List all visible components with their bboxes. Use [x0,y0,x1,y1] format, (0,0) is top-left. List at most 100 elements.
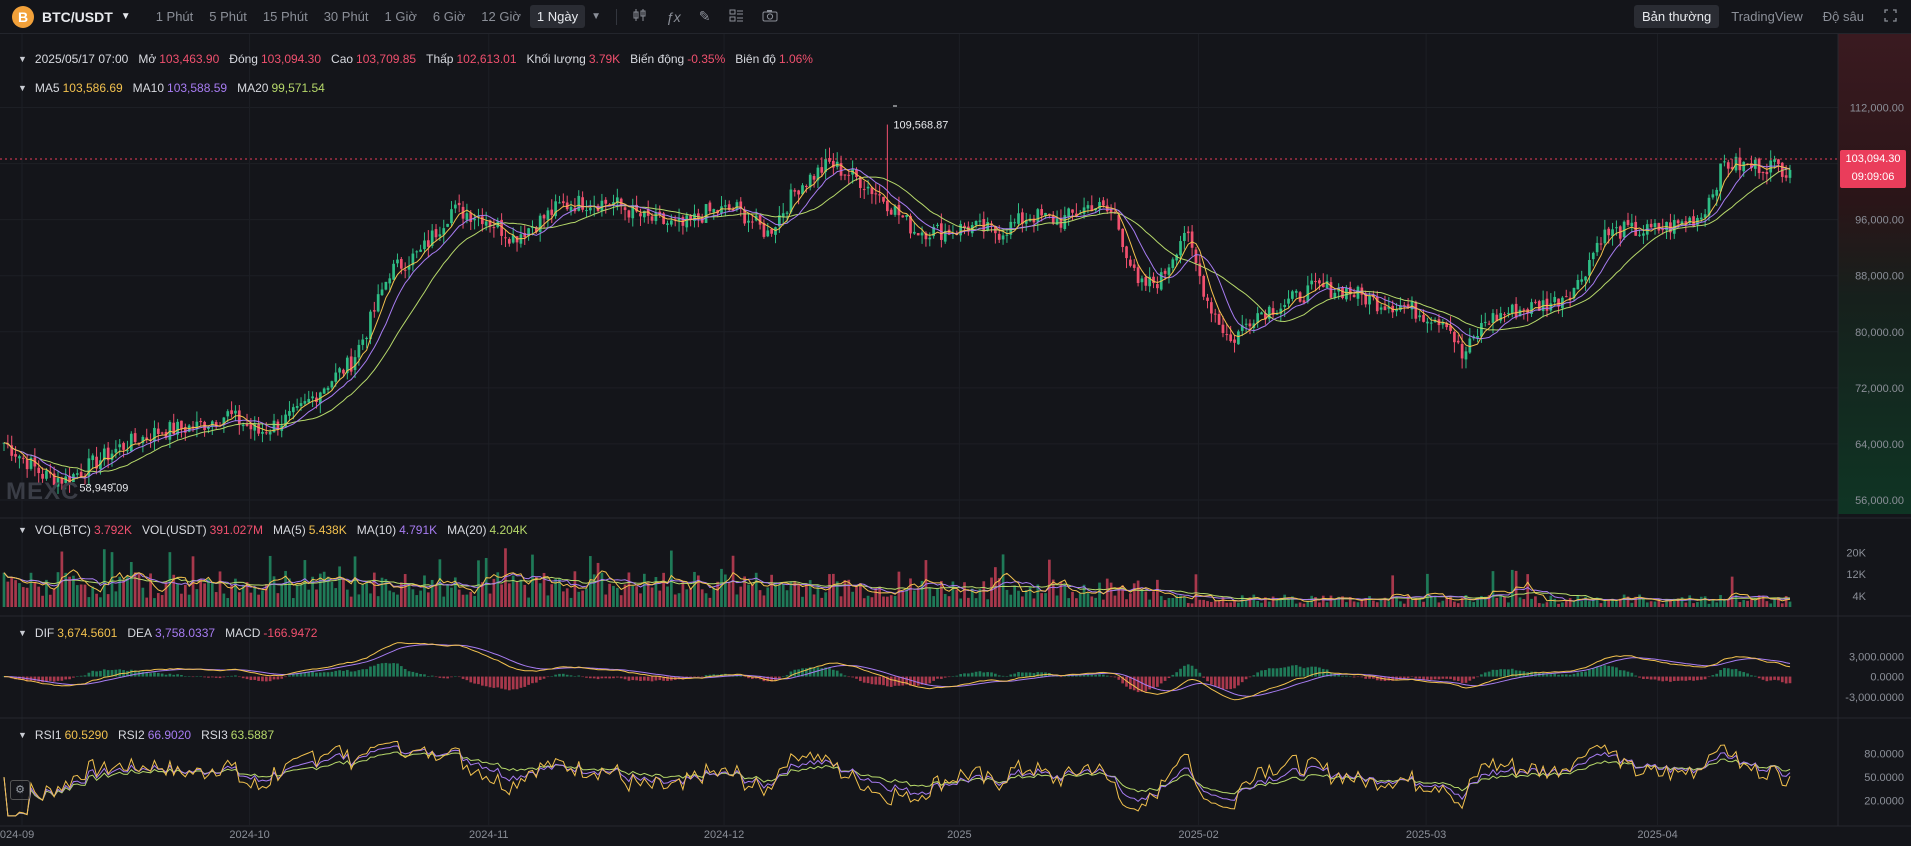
macd-bar [1198,672,1202,677]
candle-body [446,223,449,227]
settings-icon[interactable]: ⚙ [10,780,30,800]
volume-bar [1383,597,1387,607]
collapse-chevron-icon[interactable]: ▼ [18,525,27,535]
macd-bar [592,676,596,679]
draw-icon[interactable]: ✎ [698,8,711,24]
macd-bar [1557,674,1560,677]
symbol-dropdown-icon[interactable]: ▼ [120,11,131,22]
macd-bar [1753,675,1757,677]
candle-body [199,420,203,423]
volume-bar [1329,595,1333,607]
volume-bar [126,576,129,607]
candle-body [1495,314,1499,322]
volume-bar [889,595,893,607]
volume-bar [816,585,820,607]
volume-bar [1132,583,1136,607]
candle-body [758,215,762,225]
candle-body [330,381,334,388]
candle-body [801,185,804,195]
candle-body [1456,340,1460,343]
macd-bar [1576,672,1580,677]
macd-bar [959,674,962,677]
macd-bar [1225,676,1229,690]
candle-body [1730,167,1734,170]
volume-bar [172,574,176,607]
candle-body [1788,169,1792,178]
macd-bar [496,676,500,688]
candle-body [1210,302,1213,314]
macd-bar [1171,674,1175,677]
symbol-name[interactable]: BTC/USDT [42,8,113,25]
volume-bar [1024,589,1028,607]
candle-type-icon[interactable] [632,8,648,25]
candle-body [913,231,916,234]
camera-icon[interactable] [762,9,778,25]
view-standard[interactable]: Bản thường [1633,5,1720,28]
volume-bar [681,580,685,607]
interval-dropdown-icon[interactable]: ▼ [591,11,601,22]
candle-body [538,215,542,232]
volume-bar [2,572,6,607]
volume-bar [1059,581,1063,607]
macd-bar [1476,676,1479,678]
macd-bar [64,676,68,680]
volume-bar [1021,596,1024,607]
date-tick-label: 2025-04 [1637,829,1677,841]
interval-1d[interactable]: 1 Ngày [529,5,586,28]
macd-bar [1634,675,1638,677]
volume-bar [469,591,473,607]
candle-body [457,202,461,206]
volume-bar [1507,602,1510,607]
macd-bar [1148,676,1152,690]
collapse-chevron-icon[interactable]: ▼ [18,83,27,93]
volume-bar [1210,601,1213,607]
fullscreen-icon[interactable] [1876,5,1905,29]
candle-body [288,411,291,416]
interval-15min[interactable]: 15 Phút [262,9,308,24]
indicator-icon[interactable]: ƒx [666,8,681,25]
interval-12h[interactable]: 12 Giờ [481,9,521,24]
interval-30min[interactable]: 30 Phút [323,9,369,24]
candle-body [195,421,199,430]
volume-bar [342,578,345,607]
volume-bar [1032,598,1036,607]
candle-body [342,369,345,374]
interval-5min[interactable]: 5 Phút [209,9,247,24]
view-depth[interactable]: Độ sâu [1822,9,1864,24]
candle-body [1221,324,1225,333]
volume-bar [52,588,56,607]
macd-bar [311,671,314,677]
interval-1h[interactable]: 1 Giờ [384,9,417,24]
macd-bar [110,670,114,677]
macd-bar [430,675,434,677]
collapse-chevron-icon[interactable]: ▼ [18,628,27,638]
volume-bar [338,566,341,607]
volume-bar [318,573,322,607]
candle-body [1240,325,1244,331]
volume-bar [1665,599,1668,607]
volume-bar [29,572,33,607]
macd-bar [450,676,453,678]
candle-body [214,422,218,427]
interval-6h[interactable]: 6 Giờ [432,9,466,24]
macd-bar [411,671,415,677]
volume-bar [959,598,962,607]
volume-bar [1175,595,1179,607]
collapse-chevron-icon[interactable]: ▼ [18,54,27,64]
layout-icon[interactable] [729,9,744,25]
candle-body [1198,263,1202,277]
view-tradingview[interactable]: TradingView [1731,9,1803,24]
volume-label: Khối lượng [526,52,586,66]
macd-bar [565,674,569,677]
candle-body [419,249,422,252]
collapse-chevron-icon[interactable]: ▼ [18,730,27,740]
candle-body [1121,228,1125,248]
candle-body [1591,252,1595,260]
macd-bar [172,674,176,677]
macd-bar [195,676,199,677]
volume-bar [399,582,403,607]
candle-body [480,216,484,225]
interval-1min[interactable]: 1 Phút [155,9,194,24]
macd-bar [342,670,345,677]
